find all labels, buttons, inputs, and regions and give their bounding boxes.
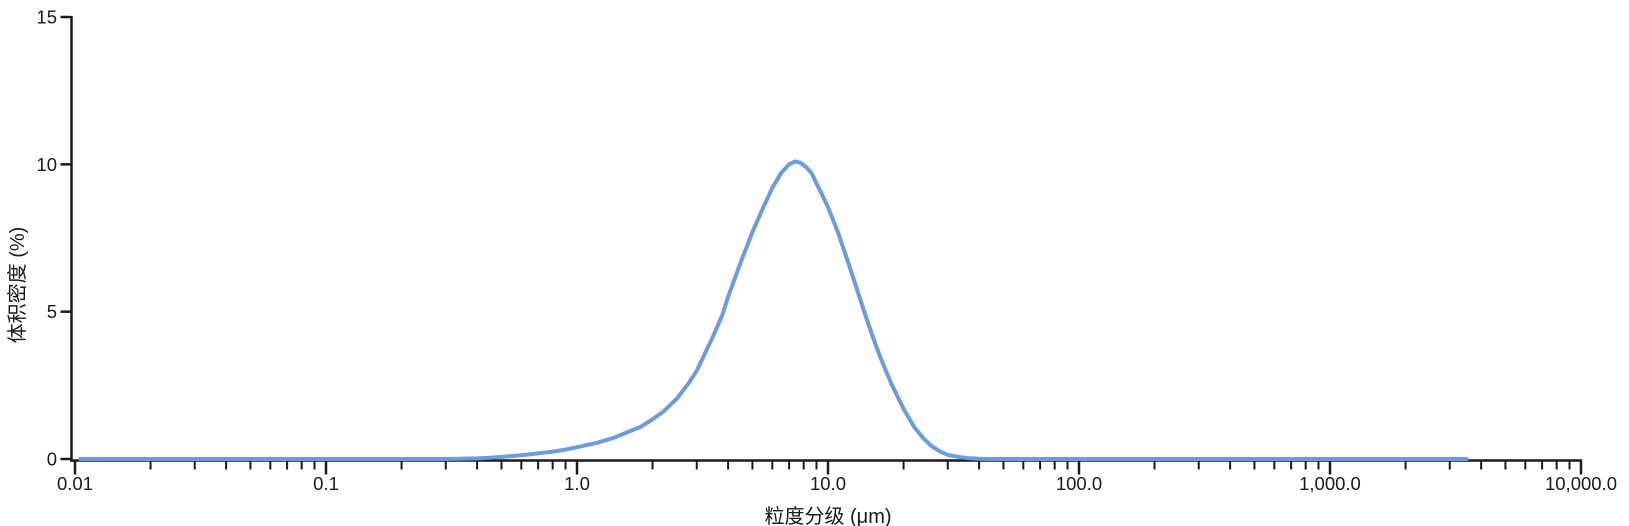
- y-tick-label: 0: [47, 449, 57, 470]
- distribution-curve: [78, 159, 1469, 461]
- x-tick-label: 1,000.0: [1299, 473, 1361, 494]
- x-tick-label: 0.01: [57, 473, 93, 494]
- x-tick-label: 1.0: [564, 473, 590, 494]
- x-tick-label: 10.0: [810, 473, 846, 494]
- y-tick-label: 10: [36, 154, 57, 175]
- x-tick-label: 0.1: [313, 473, 339, 494]
- y-axis-title: 体积密度 (%): [6, 227, 29, 344]
- axes: [70, 16, 1583, 462]
- tick-labels: 0.01 0.1 1.0 10.0 100.0 1,000.0 10,000.0 0 5 10 15: [36, 7, 1617, 495]
- x-tick-label: 100.0: [1056, 473, 1102, 494]
- y-tick-label: 15: [36, 7, 57, 28]
- axis-ticks: [60, 15, 1583, 475]
- x-axis-title: 粒度分级 (μm): [764, 505, 891, 526]
- x-tick-label: 10,000.0: [1545, 473, 1617, 494]
- curve-group: [78, 159, 1469, 461]
- y-tick-label: 5: [47, 301, 57, 322]
